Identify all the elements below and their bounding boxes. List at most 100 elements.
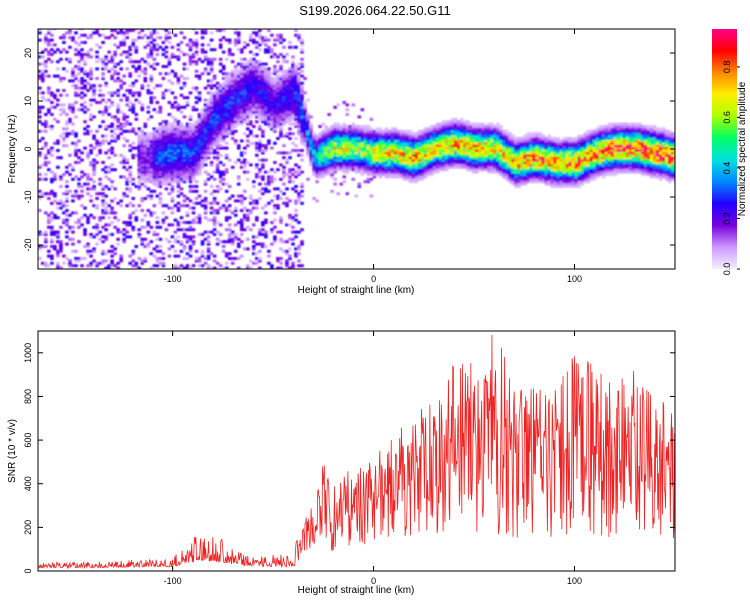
- spectrogram-cell: [255, 173, 259, 176]
- spectrogram-cell: [104, 170, 108, 174]
- spectrogram-cell: [212, 122, 217, 126]
- spectrogram-cell: [306, 125, 310, 128]
- spectrogram-cell: [137, 60, 142, 64]
- spectrogram-cell: [420, 177, 425, 181]
- spectrogram-cell: [381, 161, 386, 164]
- spectrogram-cell: [354, 163, 359, 167]
- spectrogram-cell: [245, 117, 250, 121]
- spectrogram-cell: [487, 137, 491, 140]
- spectrogram-cell: [258, 69, 262, 73]
- spectrogram-cell: [330, 132, 334, 136]
- spectrogram-cell: [303, 113, 307, 116]
- spectrogram-cell: [38, 91, 42, 95]
- spectrogram-cell: [321, 163, 325, 167]
- spectrogram-cell: [59, 199, 63, 203]
- spectrogram-cell: [279, 110, 283, 114]
- spectrogram-cell: [203, 170, 208, 174]
- spectrogram-cell: [206, 108, 211, 112]
- spectrogram-cell: [146, 89, 151, 92]
- spectrogram-cell: [239, 110, 244, 114]
- spectrogram-cell: [224, 98, 229, 102]
- spectrogram-cell: [273, 211, 277, 215]
- spectrogram-cell: [526, 149, 530, 152]
- spectrogram-cell: [212, 177, 217, 181]
- spectrogram-cell: [514, 161, 518, 164]
- spectrogram-cell: [215, 158, 220, 162]
- spectrogram-cell: [224, 156, 229, 160]
- spectrogram-cell: [56, 254, 60, 258]
- spectrogram-cell: [360, 134, 365, 138]
- spectrogram-cell: [303, 77, 307, 80]
- spectrogram-cell: [227, 41, 232, 44]
- spectrogram-cell: [218, 240, 223, 244]
- spectrogram-cell: [315, 158, 319, 162]
- spectrogram-cell: [89, 48, 93, 52]
- spectrogram-cell: [252, 38, 256, 42]
- spectrogram-cell: [89, 161, 93, 164]
- spectrogram-cell: [300, 129, 304, 133]
- spectrogram-cell: [113, 43, 117, 47]
- spectrogram-cell: [38, 105, 42, 109]
- spectrogram-cell: [233, 249, 238, 253]
- spectrogram-cell: [245, 144, 250, 148]
- spectrogram-cell: [306, 115, 310, 119]
- spectrogram-cell: [143, 146, 148, 150]
- spectrogram-cell: [478, 134, 482, 138]
- spectrogram-cell: [83, 79, 87, 83]
- spectrogram-cell: [399, 163, 404, 167]
- spectrogram-cell: [140, 156, 145, 160]
- spectrogram-cell: [242, 86, 247, 90]
- spectrogram-cell: [493, 144, 497, 148]
- spectrogram-cell: [179, 204, 184, 208]
- spectrogram-cell: [110, 67, 114, 71]
- spectrogram-cell: [113, 168, 117, 172]
- spectrogram-cell: [285, 98, 289, 102]
- spectrogram-cell: [348, 127, 353, 131]
- spectrogram-cell: [472, 134, 476, 138]
- spectrogram-cell: [248, 197, 253, 200]
- spectrogram-cell: [345, 125, 350, 128]
- spectrogram-cell: [294, 69, 298, 73]
- spectrogram-cell: [273, 77, 277, 80]
- spectrogram-cell: [182, 141, 187, 145]
- spectrogram-cell: [339, 161, 344, 164]
- spectrogram-cell: [62, 218, 66, 222]
- spectrogram-cell: [155, 139, 160, 143]
- spectrogram-cell: [128, 105, 133, 109]
- spectrogram-cell: [393, 134, 398, 138]
- spectrogram-cell: [77, 86, 81, 90]
- spectrogram-cell: [255, 165, 259, 169]
- spectrogram-cell: [233, 81, 238, 85]
- spectrogram-cell: [520, 170, 524, 174]
- spectrogram-cell: [276, 125, 280, 128]
- spectrogram-cell: [502, 153, 506, 157]
- spectrogram-cell: [227, 197, 232, 200]
- spectrogram-cell: [520, 177, 524, 181]
- spectrogram-cell: [194, 31, 199, 35]
- spectrogram-cell: [197, 57, 202, 61]
- spectrogram-cell: [161, 65, 166, 68]
- spectrogram-cell: [291, 216, 295, 220]
- spectrogram-cell: [185, 101, 190, 104]
- spectrogram-cell: [92, 89, 96, 92]
- spectrogram-cell: [104, 65, 108, 68]
- spectrogram-cell: [255, 33, 259, 37]
- spectrogram-cell: [197, 201, 202, 205]
- spectrogram-cell: [185, 144, 190, 148]
- spectrogram-cell: [456, 134, 461, 138]
- spectrogram-cell: [197, 139, 202, 143]
- spectrogram-cell: [273, 69, 277, 73]
- spectrogram-cell: [417, 151, 422, 155]
- spectrogram-cell: [523, 168, 527, 172]
- spectrogram-cell: [505, 139, 509, 143]
- spectrogram-cell: [282, 69, 286, 73]
- spectrogram-cell: [517, 182, 521, 186]
- spectrogram-cell: [206, 257, 211, 260]
- spectrogram-cell: [426, 144, 431, 148]
- spectrogram-cell: [248, 50, 253, 54]
- spectrogram-cell: [170, 149, 175, 152]
- spectrogram-cell: [185, 141, 190, 145]
- spectrogram-cell: [330, 156, 334, 160]
- spectrogram-cell: [309, 158, 313, 162]
- spectrogram-cell: [366, 125, 371, 128]
